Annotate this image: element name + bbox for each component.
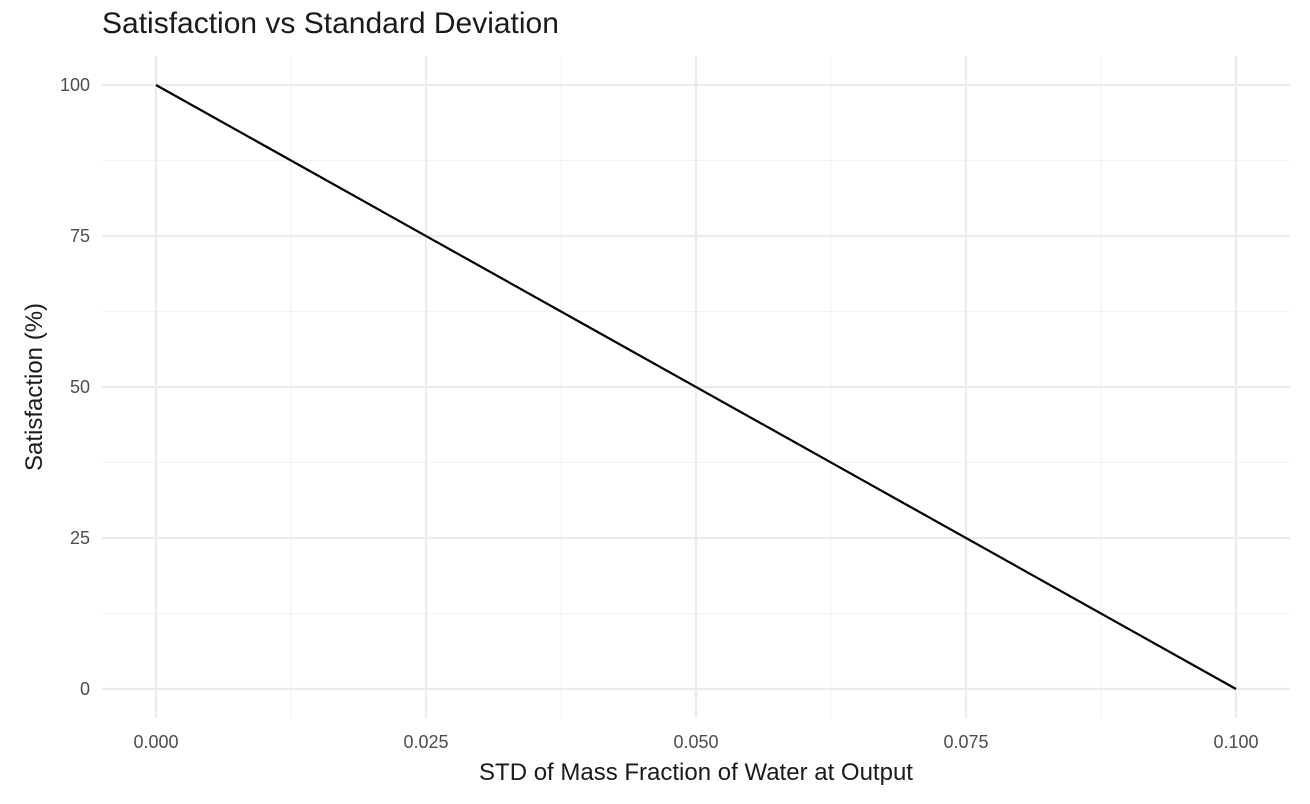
x-tick-label: 0.100 bbox=[1213, 732, 1258, 752]
y-tick-label: 50 bbox=[70, 377, 90, 397]
x-axis-title: STD of Mass Fraction of Water at Output bbox=[479, 759, 913, 786]
x-tick-label: 0.000 bbox=[133, 732, 178, 752]
x-axis-tick-labels: 0.000 0.025 0.050 0.075 0.100 bbox=[133, 732, 1258, 752]
y-tick-label: 0 bbox=[80, 679, 90, 699]
x-tick-label: 0.050 bbox=[673, 732, 718, 752]
x-tick-label: 0.075 bbox=[943, 732, 988, 752]
series-layer bbox=[155, 84, 1237, 690]
chart-title: Satisfaction vs Standard Deviation bbox=[102, 7, 559, 40]
y-axis-title: Satisfaction (%) bbox=[21, 303, 48, 471]
x-tick-label: 0.025 bbox=[403, 732, 448, 752]
y-axis-tick-labels: 0 25 50 75 100 bbox=[60, 75, 90, 699]
major-gridlines bbox=[102, 56, 1290, 718]
y-tick-label: 75 bbox=[70, 226, 90, 246]
y-tick-label: 100 bbox=[60, 75, 90, 95]
series-line bbox=[155, 84, 1237, 690]
y-tick-label: 25 bbox=[70, 528, 90, 548]
